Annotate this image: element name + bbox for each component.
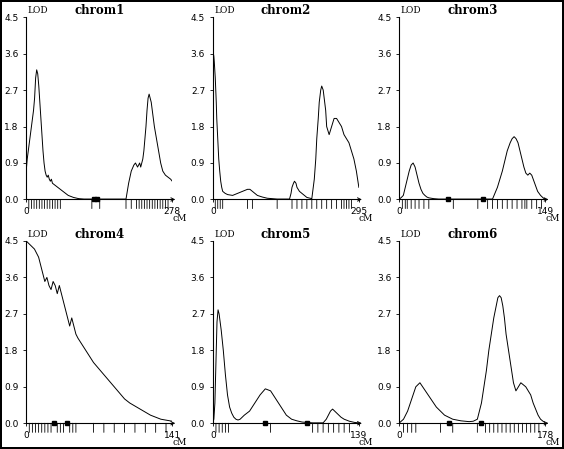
Title: chrom5: chrom5: [261, 228, 311, 241]
Title: chrom6: chrom6: [447, 228, 497, 241]
Text: cM: cM: [172, 214, 187, 223]
Text: LOD: LOD: [214, 6, 235, 15]
Title: chrom2: chrom2: [261, 4, 311, 17]
Text: cM: cM: [545, 214, 560, 223]
Text: cM: cM: [359, 438, 373, 447]
Text: LOD: LOD: [214, 230, 235, 239]
Text: LOD: LOD: [28, 230, 49, 239]
Text: cM: cM: [172, 438, 187, 447]
Text: LOD: LOD: [401, 6, 421, 15]
Title: chrom3: chrom3: [447, 4, 497, 17]
Text: cM: cM: [545, 438, 560, 447]
Text: LOD: LOD: [28, 6, 49, 15]
Title: chrom4: chrom4: [74, 228, 124, 241]
Text: LOD: LOD: [401, 230, 421, 239]
Text: cM: cM: [359, 214, 373, 223]
Title: chrom1: chrom1: [74, 4, 124, 17]
